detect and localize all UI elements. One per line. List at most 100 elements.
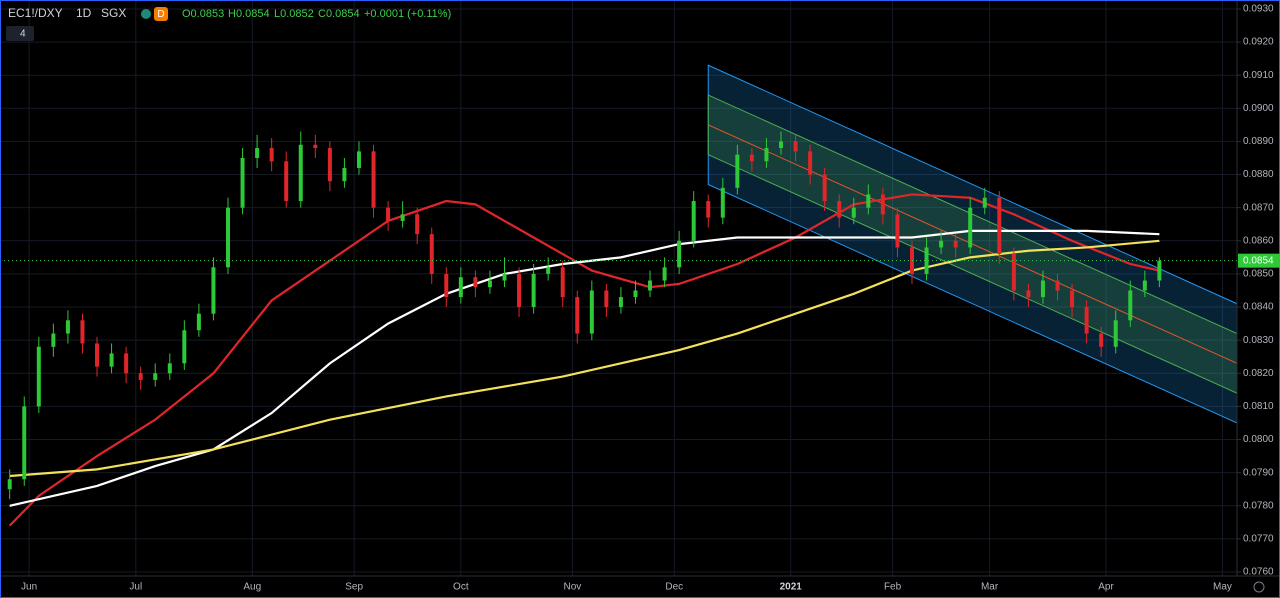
candle-body [895,214,900,248]
close: C0.0854 [318,8,360,20]
candle-body [196,313,201,331]
settings-icon[interactable] [1253,581,1265,593]
candle-body [153,373,158,380]
candle-body [124,353,129,374]
x-tick-label: Jul [129,582,142,593]
candle-body [997,197,1002,255]
y-tick-label: 0.0860 [1243,235,1274,246]
candle-body [386,207,391,221]
y-tick-label: 0.0790 [1243,467,1274,478]
candle-body [968,207,973,248]
y-tick-label: 0.0850 [1243,269,1274,280]
candle-body [51,333,56,347]
change: +0.0001 (+0.11%) [364,8,451,20]
candle-body [211,267,216,314]
candle-body [837,201,842,218]
x-tick-label: Nov [564,582,582,593]
candle-body [284,161,289,202]
candle-body [429,234,434,274]
y-tick-label: 0.0800 [1243,434,1274,445]
candle-body [1084,307,1089,334]
indicator-count: 4 [20,29,26,40]
candle-body [22,406,27,480]
x-tick-label: Oct [453,582,469,593]
candle-body [65,320,70,334]
y-tick-label: 0.0760 [1243,567,1274,578]
indicator-toggle[interactable] [6,26,34,41]
candle-body [1055,280,1060,291]
candle-body [560,267,565,298]
x-tick-label: Dec [665,582,683,593]
symbol: EC1!/DXY [8,6,63,20]
candle-body [167,363,172,374]
y-tick-label: 0.0910 [1243,70,1274,81]
candle-body [589,290,594,334]
candle-body [909,247,914,274]
y-tick-label: 0.0890 [1243,136,1274,147]
candle-body [779,141,784,149]
y-tick-label: 0.0770 [1243,534,1274,545]
moving-average [9,229,1160,507]
badge-box [154,7,168,21]
candle-body [502,273,507,281]
candle-body [269,148,274,162]
candle-body [36,346,41,407]
candle-body [356,151,361,168]
x-tick-label: Mar [981,582,999,593]
y-tick-label: 0.0870 [1243,202,1274,213]
candle-body [80,320,85,344]
candle-body [618,297,623,308]
y-tick-label: 0.0840 [1243,302,1274,313]
y-tick-label: 0.0820 [1243,368,1274,379]
candle-body [109,353,114,367]
candle-body [255,148,260,158]
candle-body [313,144,318,149]
x-tick-label: 2021 [780,582,803,593]
candle-body [880,194,885,215]
candle-body [298,144,303,202]
candle-body [662,267,667,281]
x-tick-label: Apr [1098,582,1114,593]
candle-body [7,479,12,490]
candle-body [487,280,492,288]
candle-body [822,174,827,202]
candle-body [517,273,522,308]
candle-body [924,247,929,274]
last-price-box [1238,253,1280,268]
candle-body [706,201,711,218]
candle-body [531,273,536,308]
x-tick-label: May [1213,582,1232,593]
candle-body [371,151,376,208]
open: O0.0853 [182,8,224,20]
candle-body [851,207,856,218]
candle-body [400,214,405,221]
high: H0.0854 [228,8,270,20]
candle-body [1011,254,1016,291]
x-tick-label: Jun [21,582,37,593]
candle-body [473,277,478,288]
y-tick-label: 0.0930 [1243,4,1274,15]
candle-body [982,197,987,208]
candle-body [575,297,580,334]
candle-body [240,157,245,208]
y-tick-label: 0.0830 [1243,335,1274,346]
y-tick-label: 0.0920 [1243,37,1274,48]
candle-body [1128,290,1133,321]
candle-body [939,240,944,248]
candle-body [458,277,463,298]
last-price-label: 0.0854 [1243,255,1274,266]
x-tick-label: Sep [345,582,363,593]
candle-body [953,240,958,248]
candle-body [633,290,638,298]
y-tick-label: 0.0900 [1243,103,1274,114]
channel-center [708,124,1238,364]
candle-body [764,148,769,162]
candle-body [1070,290,1075,308]
candle-body [720,187,725,218]
moving-average [9,239,1160,478]
candle-body [1142,280,1147,291]
candle-body [415,214,420,235]
interval: 1D [76,6,92,20]
candle-body [866,194,871,208]
